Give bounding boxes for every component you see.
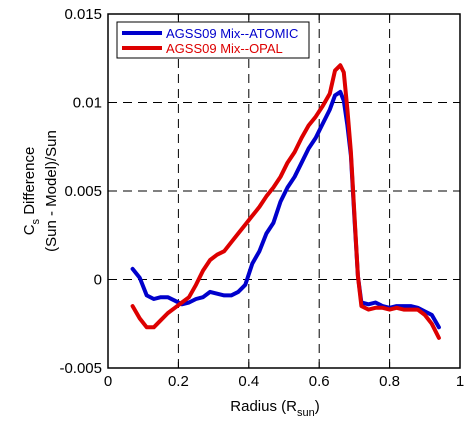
y-tick-label: 0 — [94, 272, 102, 289]
x-axis-label-main: Radius (R — [230, 398, 297, 415]
y-axis-label-line1-main: C — [21, 224, 38, 235]
x-tick-label: 0.2 — [168, 373, 189, 390]
x-tick-label: 0.4 — [238, 373, 259, 390]
grid — [108, 14, 460, 368]
y-axis-label: Cs Difference (Sun - Model)/Sun — [21, 130, 60, 252]
y-tick-label: -0.005 — [59, 360, 102, 377]
x-axis-label-close: ) — [315, 398, 320, 415]
y-axis-label-line1-rest: Difference — [21, 147, 38, 219]
y-tick-label: 0.005 — [64, 183, 102, 200]
y-axis-label-line2: (Sun - Model)/Sun — [43, 130, 60, 252]
y-tick-label: 0.01 — [73, 95, 102, 112]
x-tick-label: 1 — [456, 373, 464, 390]
legend-label-atomic: AGSS09 Mix--ATOMIC — [166, 26, 298, 41]
legend: AGSS09 Mix--ATOMIC AGSS09 Mix--OPAL — [116, 21, 310, 59]
series-lines — [130, 63, 441, 340]
y-axis-label-line1-sub: s — [30, 218, 42, 224]
x-tick-label: 0 — [104, 373, 112, 390]
y-axis-label-line1: Cs Difference — [21, 147, 42, 236]
x-axis-label: Radius (Rsun) — [230, 398, 319, 419]
x-tick-label: 0.8 — [379, 373, 400, 390]
legend-box — [116, 21, 310, 59]
series-line-1 — [130, 63, 441, 340]
legend-label-opal: AGSS09 Mix--OPAL — [166, 41, 283, 56]
x-tick-label: 0.6 — [309, 373, 330, 390]
x-axis-label-sub: sun — [297, 407, 315, 419]
y-tick-label: 0.015 — [64, 6, 102, 23]
